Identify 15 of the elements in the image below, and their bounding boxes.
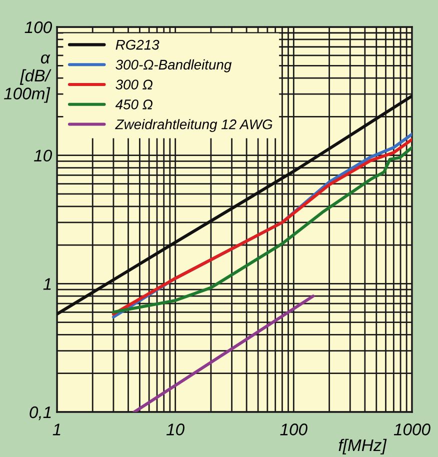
legend-label: Zweidrahtleitung 12 AWG [115,119,272,132]
x-axis-title: f[MHz] [338,438,387,454]
y-axis-title: α [dB/ 100m] [4,54,52,103]
x-tick-label: 100 [280,424,308,436]
legend-label: 300-Ω-Bandleitung [116,59,232,72]
x-tick-label: 1000 [394,424,430,436]
x-tick-label: 10 [166,424,184,436]
legend-label: 450 Ω [115,100,152,110]
legend-label: 300 Ω [116,80,152,90]
y-tick-label: 0,1 [30,406,51,420]
y-tick-label: 10 [34,150,52,162]
x-tick-label: 1 [52,424,60,436]
y-tick-label: 100 [24,21,52,34]
legend-label: RG213 [116,40,160,50]
y-tick-label: 1 [43,278,51,290]
